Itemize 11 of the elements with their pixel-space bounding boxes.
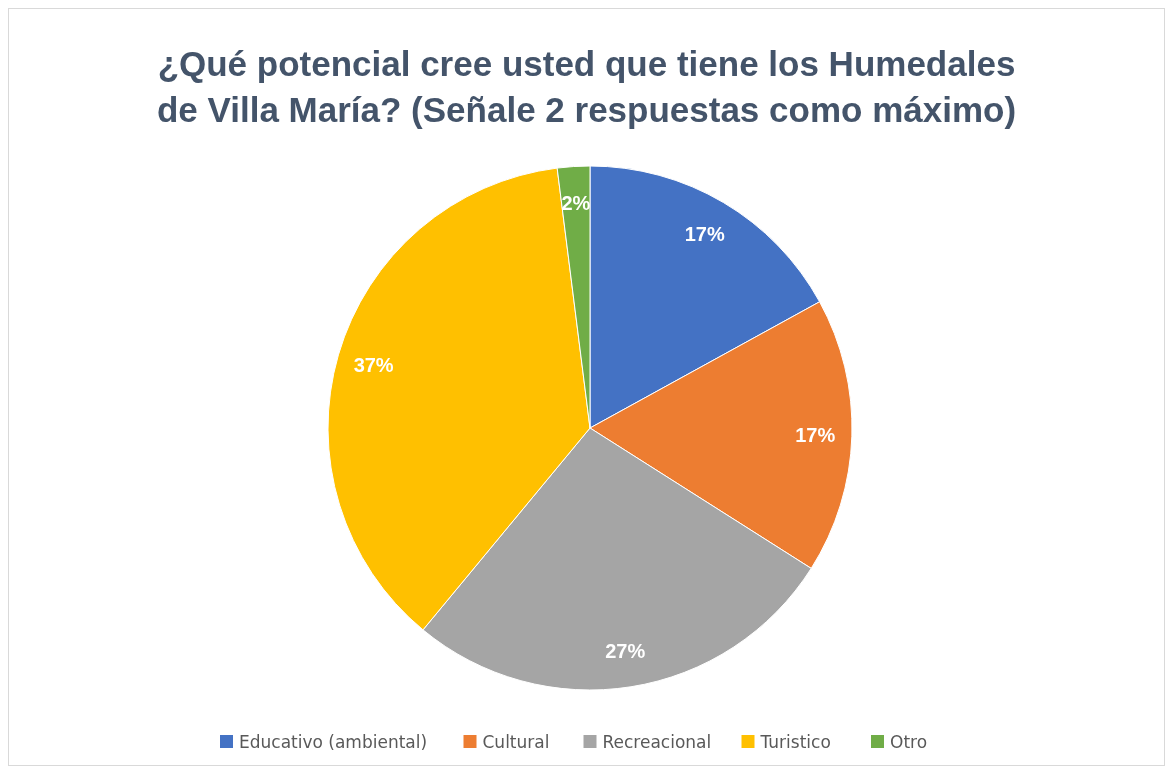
data-label: 37% xyxy=(353,354,394,377)
chart-title: ¿Qué potencial cree usted que tiene los Humedales de Villa María? (Señale 2 respuestas como máximo) xyxy=(156,44,1017,129)
legend-label: Cultural xyxy=(482,732,550,752)
data-label: 27% xyxy=(605,639,646,662)
legend-label: Turistico xyxy=(759,732,831,752)
legend-label: Educativo (ambiental) xyxy=(239,732,428,752)
data-label: 2% xyxy=(561,192,591,215)
legend-label: Otro xyxy=(890,732,928,752)
legend-label: Recreacional xyxy=(602,732,712,752)
data-label: 17% xyxy=(684,223,725,246)
data-label: 17% xyxy=(795,424,836,447)
